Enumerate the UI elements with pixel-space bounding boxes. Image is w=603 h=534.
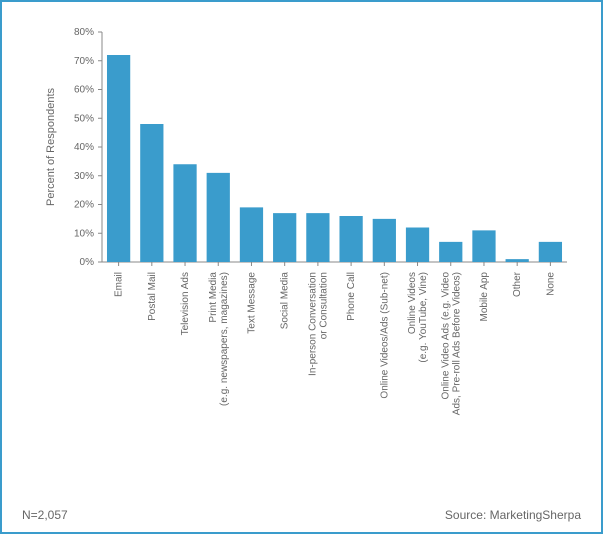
bar [373, 219, 396, 262]
y-tick-label: 80% [74, 27, 94, 38]
bar [107, 55, 130, 262]
x-tick-label: Online Videos/Ads (Sub-net) [379, 272, 390, 399]
x-tick-label: Mobile App [479, 272, 490, 322]
y-tick-label: 50% [74, 113, 94, 124]
bar [140, 124, 163, 262]
y-tick-label: 70% [74, 56, 94, 67]
y-tick-label: 30% [74, 171, 94, 182]
bar [406, 228, 429, 263]
bar [472, 230, 495, 262]
x-tick-label: Email [114, 272, 125, 297]
bar [273, 213, 296, 262]
bar [339, 216, 362, 262]
chart-area: 0% 10% 20% 30% 40% 50% 60% 70% 80% Percent of Res… [32, 22, 577, 482]
y-axis-label: Percent of Respondents [45, 87, 57, 206]
x-tick-label: Postal Mail [147, 272, 158, 321]
bar [173, 164, 196, 262]
x-tick-label: Text Message [246, 272, 257, 334]
x-tick-label: Television Ads [180, 272, 191, 335]
bar [506, 259, 529, 262]
y-tick-label: 60% [74, 85, 94, 96]
x-tick-label: None [545, 272, 556, 296]
x-tick-label: In-person Conversationor Consultation [307, 272, 329, 376]
x-tick-label: Other [512, 271, 523, 297]
bar [207, 173, 230, 262]
x-tick-label: Social Media [280, 272, 291, 330]
y-tick-label: 0% [80, 257, 95, 268]
x-tick-label: Online Videos(e.g. YouTube, Vine) [407, 272, 429, 363]
bar [306, 213, 329, 262]
sample-size: N=2,057 [22, 508, 68, 522]
source-label: Source: MarketingSherpa [445, 508, 581, 522]
bar [539, 242, 562, 262]
bar [439, 242, 462, 262]
x-tick-label: Phone Call [346, 272, 357, 321]
chart-footer: N=2,057 Source: MarketingSherpa [22, 508, 581, 522]
x-tick-label: Online Video Ads (e.g. VideoAds, Pre-rol… [440, 272, 462, 416]
y-tick-label: 20% [74, 200, 94, 211]
x-tick-label: Print Media(e.g. newspapers, magazines) [208, 272, 230, 406]
chart-frame: 0% 10% 20% 30% 40% 50% 60% 70% 80% Percent of Res… [0, 0, 603, 534]
y-tick-label: 10% [74, 228, 94, 239]
bar-chart: 0% 10% 20% 30% 40% 50% 60% 70% 80% Percent of Res… [32, 22, 577, 482]
y-tick-label: 40% [74, 142, 94, 153]
bar [240, 207, 263, 262]
